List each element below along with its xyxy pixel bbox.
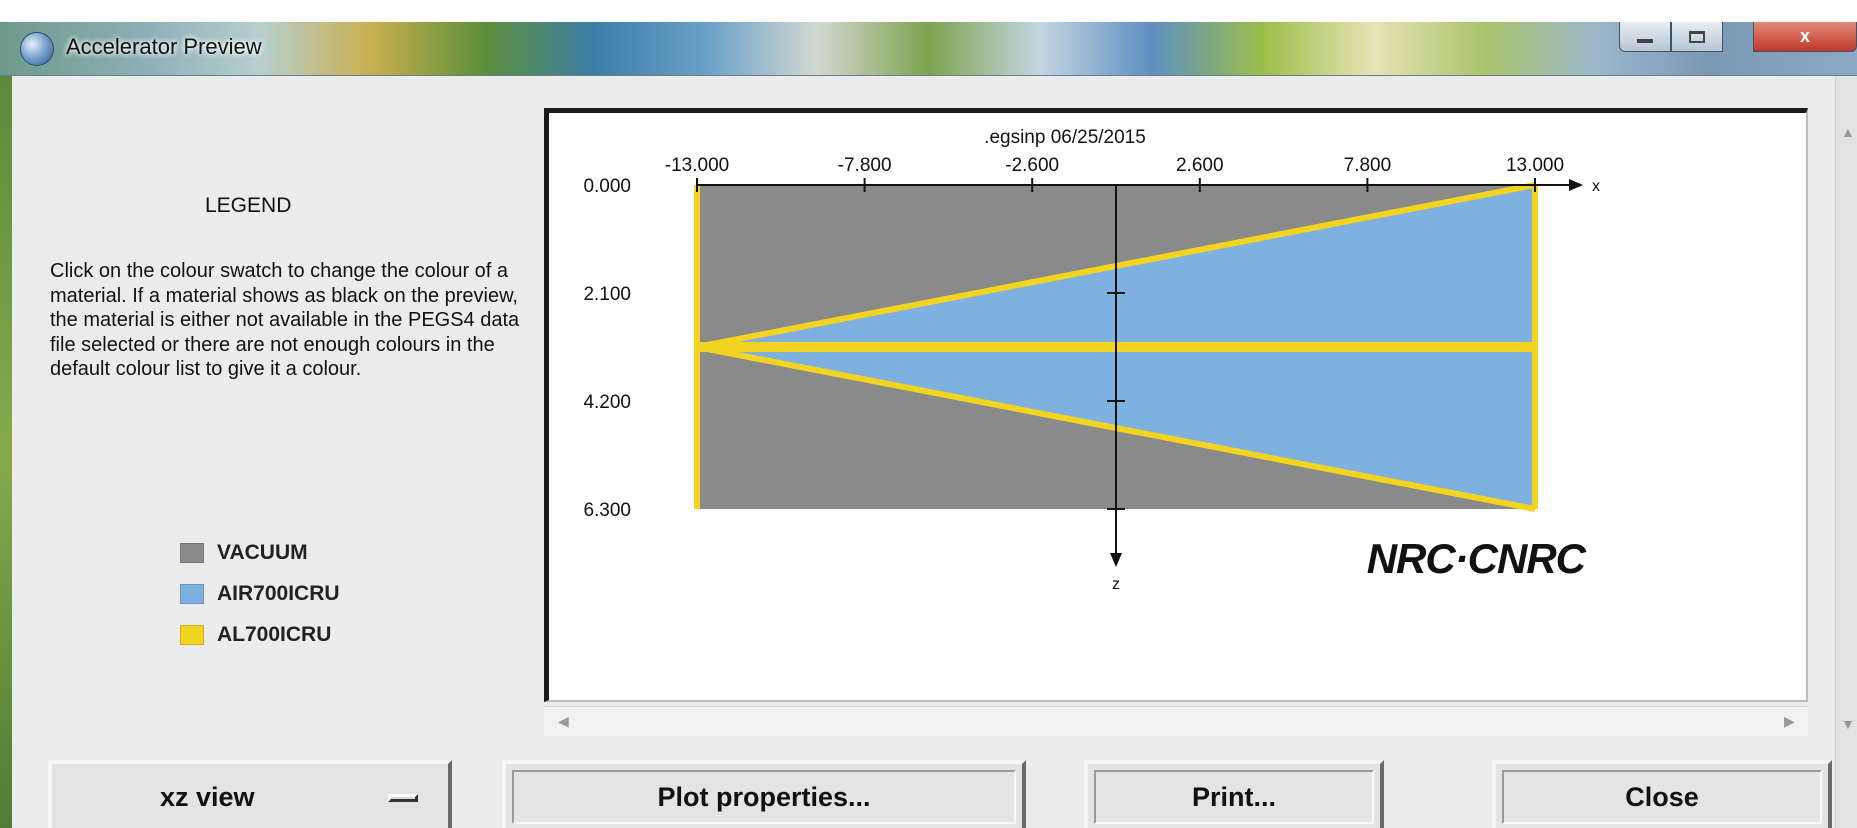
- nrc-cnrc-logo: NRC·CNRC: [1367, 535, 1587, 582]
- accelerator-preview-window: Accelerator Preview x ▲ ▼ LEGEND Click o…: [0, 22, 1857, 828]
- colour-swatch-air700icru[interactable]: [180, 583, 204, 604]
- window-title: Accelerator Preview: [66, 34, 262, 59]
- z-axis-arrow: [1110, 553, 1122, 567]
- view-select-button[interactable]: xz view: [48, 760, 452, 828]
- dropdown-indicator-icon: [388, 794, 418, 802]
- z-tick-label: 2.100: [583, 284, 631, 305]
- scroll-left-icon[interactable]: ◀: [558, 713, 569, 729]
- preview-plot: .egsinp 06/25/2015 x -13.000 -7.800 -2.600 2.…: [544, 108, 1808, 702]
- z-tick-label: 4.200: [583, 392, 631, 413]
- legend-label: AL700ICRU: [217, 622, 332, 646]
- view-select-label: xz view: [160, 781, 255, 812]
- x-axis-arrow: [1569, 179, 1583, 191]
- maximize-button[interactable]: [1671, 22, 1723, 52]
- x-tick-label: 13.000: [1506, 155, 1564, 176]
- legend-list: VACUUM AIR700ICRU AL700ICRU: [180, 532, 340, 655]
- x-tick-label: -7.800: [838, 155, 892, 176]
- x-tick-label: 7.800: [1344, 155, 1392, 176]
- close-button[interactable]: Close: [1492, 760, 1832, 828]
- z-tick-label: 0.000: [583, 176, 631, 197]
- scroll-up-icon[interactable]: ▲: [1841, 124, 1855, 140]
- background-edge: [0, 76, 12, 828]
- z-axis-label: z: [1112, 576, 1120, 593]
- minimize-icon: [1637, 38, 1653, 43]
- legend-label: AIR700ICRU: [217, 581, 340, 605]
- legend-item-vacuum[interactable]: VACUUM: [180, 532, 340, 573]
- x-axis-label: x: [1592, 178, 1600, 195]
- close-label: Close: [1625, 781, 1699, 812]
- plot-title: .egsinp 06/25/2015: [984, 127, 1146, 148]
- x-tick-label: -2.600: [1005, 155, 1059, 176]
- print-button[interactable]: Print...: [1084, 760, 1384, 828]
- colour-swatch-vacuum[interactable]: [180, 542, 204, 563]
- print-label: Print...: [1191, 781, 1276, 812]
- horizontal-scrollbar[interactable]: ◀ ▶: [544, 706, 1808, 736]
- z-tick-label: 6.300: [583, 500, 631, 521]
- x-tick-label: -13.000: [665, 155, 729, 176]
- scroll-down-icon[interactable]: ▼: [1841, 716, 1855, 732]
- vertical-scrollbar[interactable]: ▲ ▼: [1835, 76, 1857, 828]
- legend-label: VACUUM: [217, 540, 308, 564]
- maximize-icon: [1689, 30, 1705, 43]
- geometry-plot-svg: .egsinp 06/25/2015 x -13.000 -7.800 -2.600 2.…: [583, 127, 1600, 593]
- legend-item-al700icru[interactable]: AL700ICRU: [180, 614, 340, 655]
- minimize-button[interactable]: [1619, 22, 1671, 52]
- plot-properties-button[interactable]: Plot properties...: [502, 760, 1026, 828]
- colour-swatch-al700icru[interactable]: [180, 624, 204, 645]
- scroll-right-icon[interactable]: ▶: [1784, 713, 1795, 729]
- globe-icon: [20, 32, 54, 66]
- close-window-button[interactable]: x: [1753, 22, 1857, 52]
- legend-title: LEGEND: [205, 194, 292, 217]
- close-icon: x: [1799, 26, 1810, 46]
- x-tick-label: 2.600: [1176, 155, 1224, 176]
- title-bar: Accelerator Preview x: [0, 22, 1857, 76]
- plot-properties-label: Plot properties...: [657, 781, 871, 812]
- legend-description: Click on the colour swatch to change the…: [50, 260, 520, 380]
- legend-item-air700icru[interactable]: AIR700ICRU: [180, 573, 340, 614]
